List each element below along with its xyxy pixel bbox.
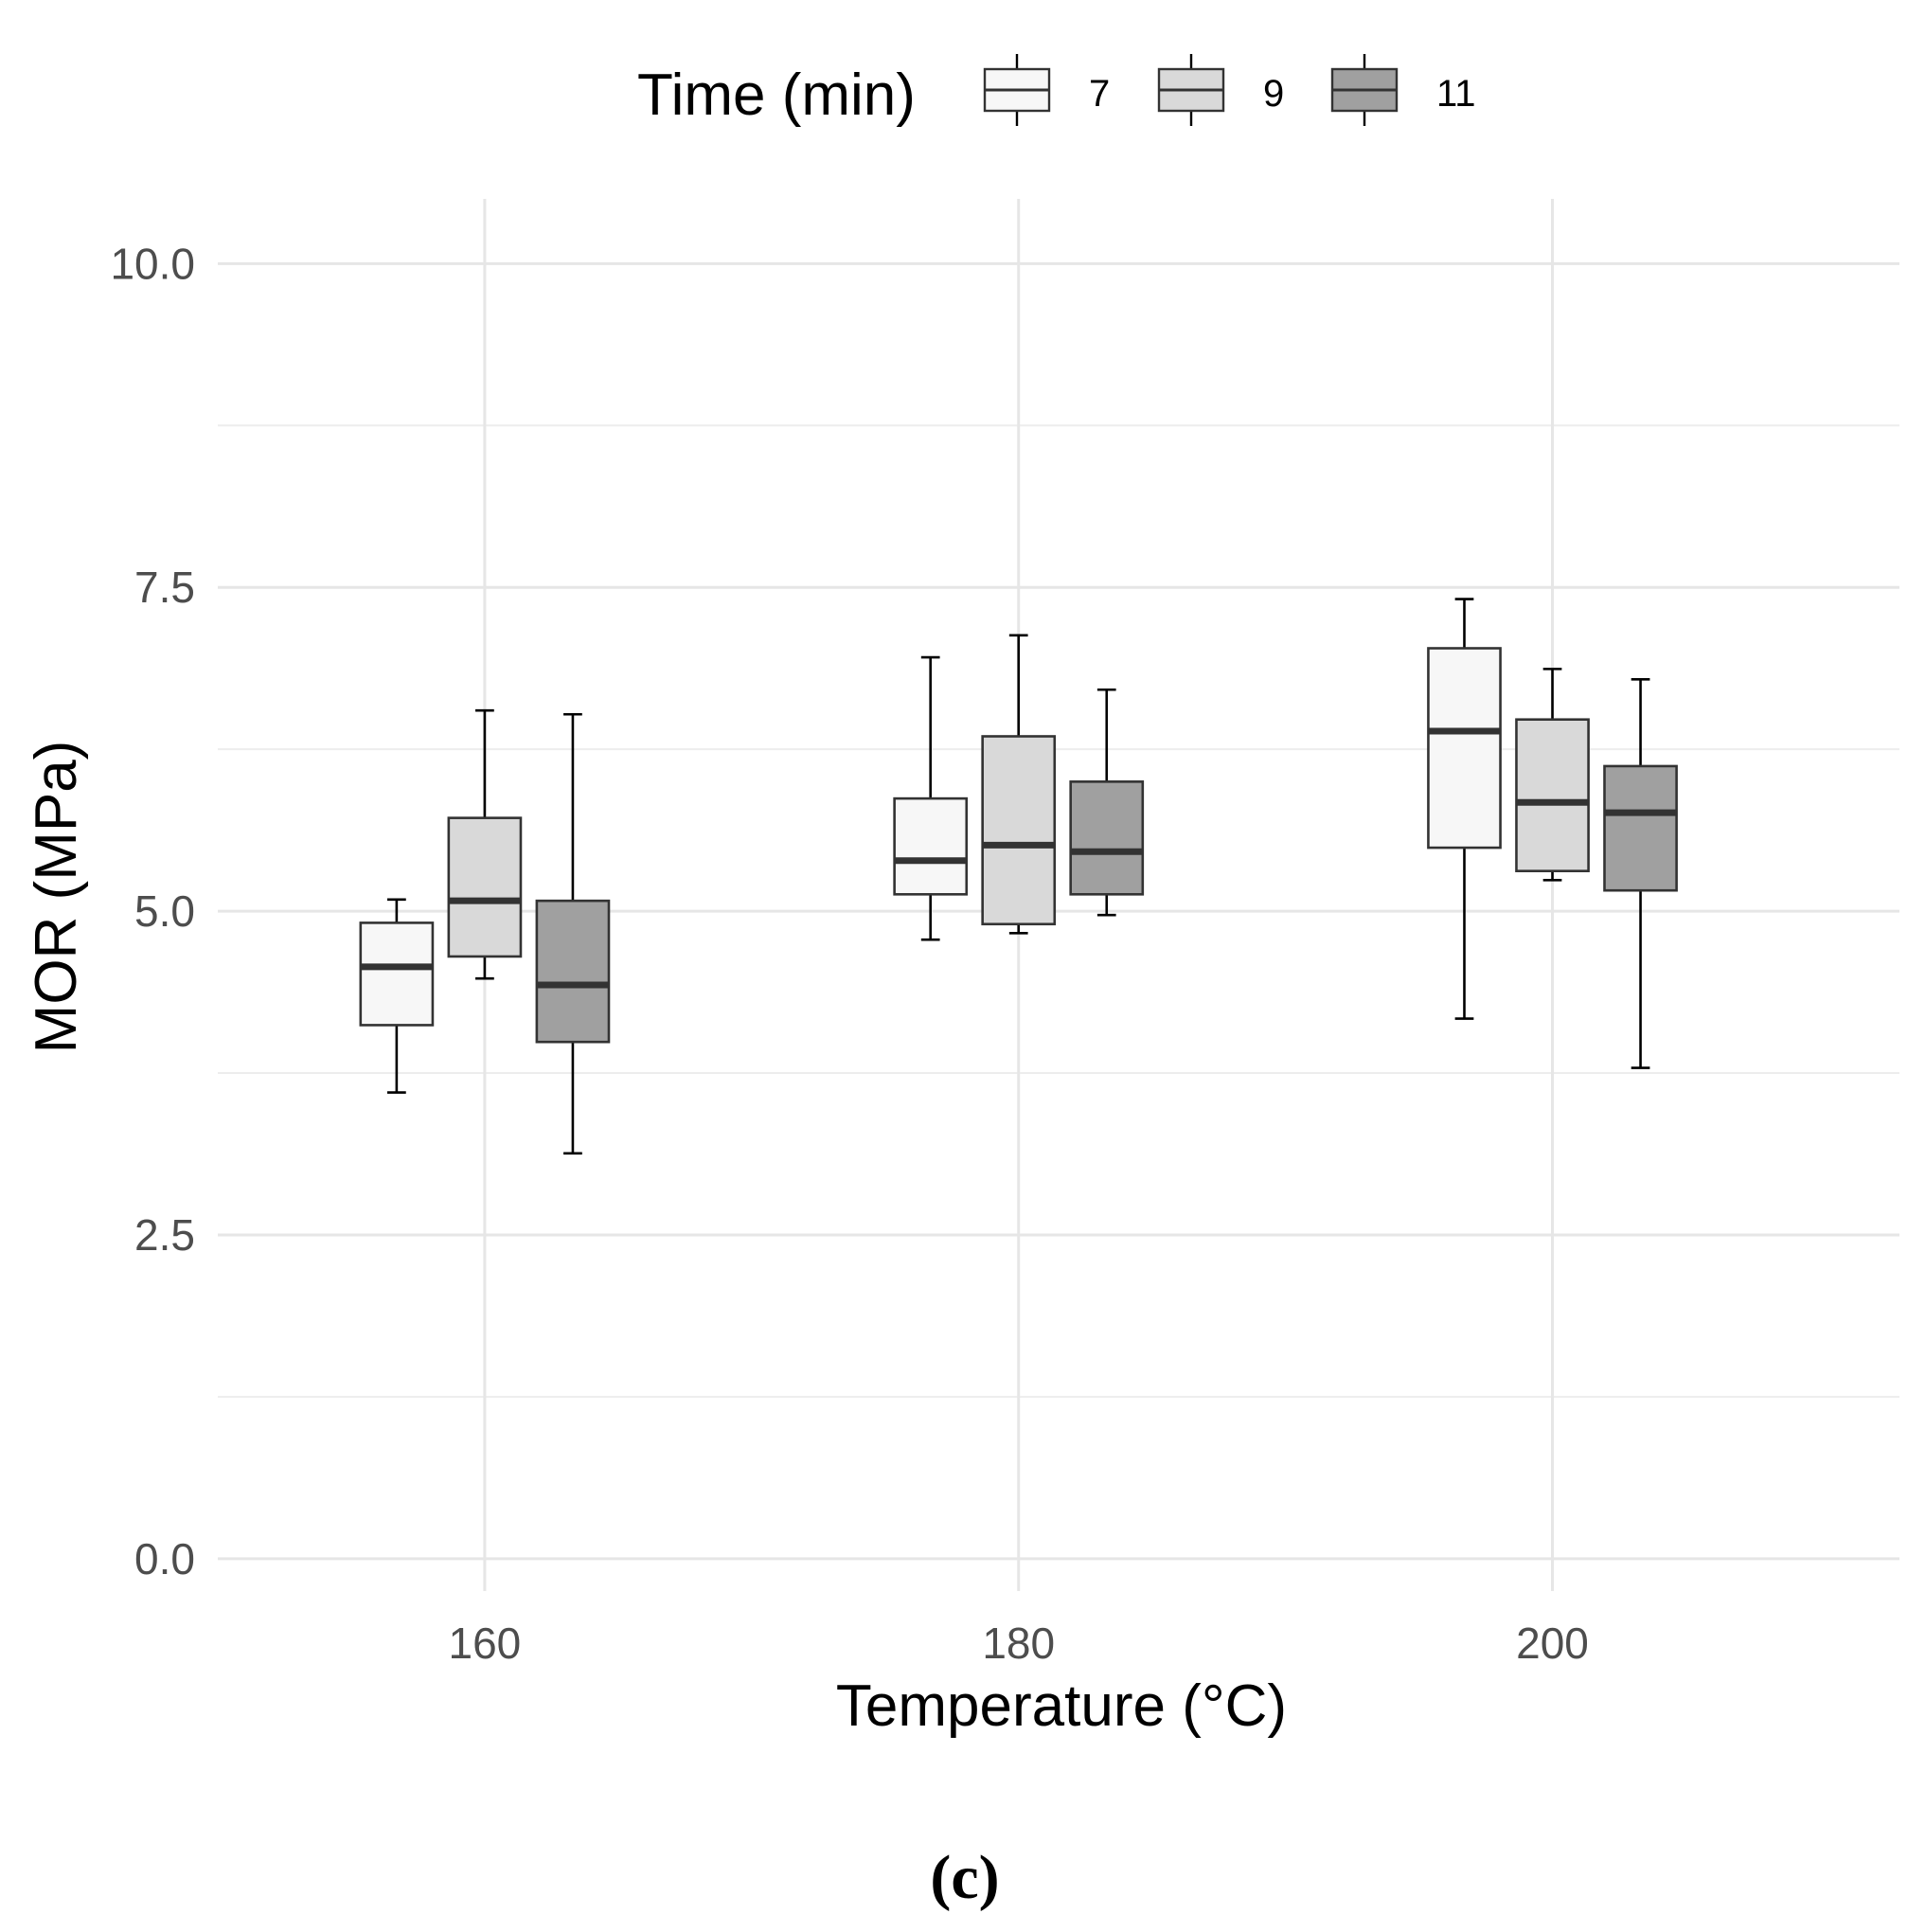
legend-key-7: 7 — [983, 54, 1110, 126]
box-7min-180 — [893, 655, 969, 941]
x-axis-ticks: 160 180 200 — [449, 1619, 1589, 1668]
legend-label: 7 — [1089, 73, 1110, 115]
iqr-box — [893, 796, 969, 896]
y-tick-label: 0.0 — [134, 1534, 195, 1583]
y-tick-label: 5.0 — [134, 886, 195, 936]
y-tick-label: 2.5 — [134, 1210, 195, 1260]
iqr-box — [981, 735, 1057, 926]
legend-key-11: 11 — [1330, 54, 1476, 126]
box-9min-160 — [447, 708, 523, 980]
legend-label: 9 — [1263, 73, 1284, 115]
iqr-box — [1069, 780, 1145, 896]
legend: Time (min) 7 9 11 — [637, 54, 1476, 128]
y-axis-ticks: 0.0 2.5 5.0 7.5 10.0 — [110, 239, 195, 1583]
box-11min-200 — [1603, 678, 1678, 1069]
iqr-box — [359, 921, 435, 1027]
legend-key-9: 9 — [1157, 54, 1284, 126]
y-tick-label: 10.0 — [110, 239, 195, 288]
x-tick-label: 160 — [449, 1619, 522, 1668]
box-11min-160 — [535, 712, 611, 1155]
x-tick-label: 180 — [982, 1619, 1055, 1668]
legend-title: Time (min) — [637, 63, 916, 128]
iqr-box — [1603, 764, 1678, 892]
iqr-box — [1427, 647, 1502, 850]
iqr-box — [447, 816, 523, 958]
box-9min-180 — [981, 634, 1057, 935]
y-axis-title: MOR (MPa) — [24, 741, 89, 1054]
box-7min-200 — [1427, 598, 1502, 1020]
x-tick-label: 200 — [1516, 1619, 1589, 1668]
box-9min-200 — [1515, 668, 1590, 882]
iqr-box — [1515, 718, 1590, 873]
boxplot-marks — [359, 598, 1678, 1155]
x-axis-title: Temperature (°C) — [836, 1673, 1287, 1739]
figure-caption: (c) — [930, 1843, 999, 1912]
iqr-box — [535, 899, 611, 1044]
box-11min-180 — [1069, 688, 1145, 917]
y-tick-label: 7.5 — [134, 563, 195, 612]
box-7min-160 — [359, 898, 435, 1094]
legend-label: 11 — [1436, 73, 1476, 115]
